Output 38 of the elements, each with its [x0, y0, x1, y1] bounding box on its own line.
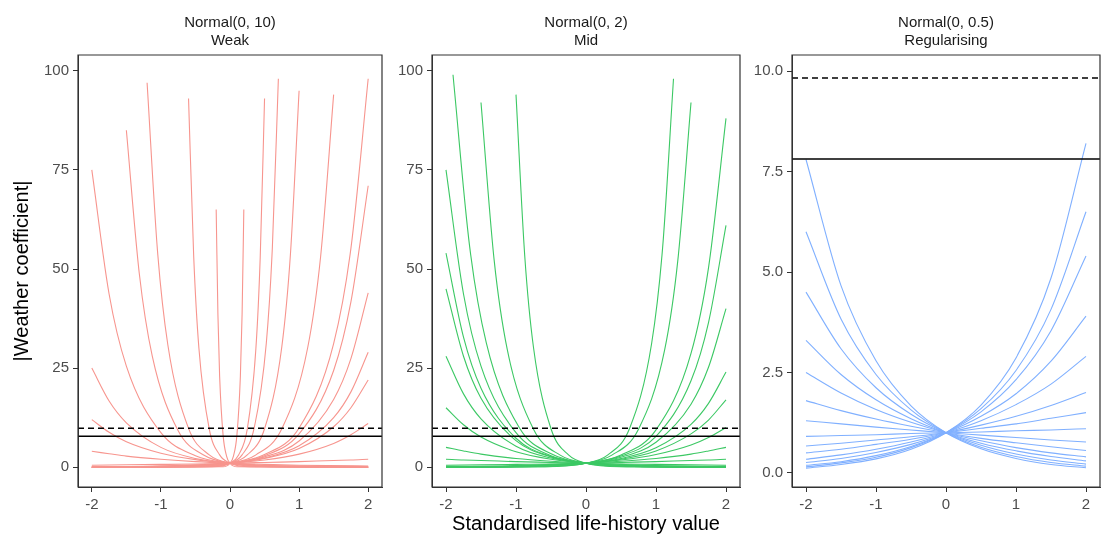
- x-tick-label: 0: [941, 495, 951, 513]
- y-tick-label: 7.5: [762, 161, 783, 179]
- x-tick-label: -2: [439, 495, 453, 513]
- x-tick-label: -2: [799, 495, 813, 513]
- y-axis-title: |Weather coefficient|: [10, 180, 32, 362]
- chart-title: Normal(0, 0.5): [898, 13, 994, 30]
- x-tick-label: -1: [154, 495, 168, 513]
- y-tick-label: 75: [406, 160, 423, 178]
- x-tick-label: -1: [509, 495, 523, 513]
- x-tick-label: 2: [364, 495, 373, 513]
- x-tick-label: -1: [869, 495, 883, 513]
- y-tick-label: 10.0: [753, 61, 783, 79]
- x-tick-label: 1: [1011, 495, 1021, 513]
- x-axis-title: Standardised life-history value: [452, 512, 720, 534]
- y-tick-label: 0.0: [762, 463, 783, 481]
- x-tick-label: 0: [225, 495, 235, 513]
- x-tick-label: 2: [1081, 495, 1091, 513]
- x-tick-label: 2: [721, 495, 731, 513]
- chart-title: Normal(0, 10): [184, 13, 276, 30]
- y-tick-label: 0: [60, 457, 69, 475]
- y-tick-label: 5.0: [762, 262, 783, 280]
- y-tick-label: 0: [414, 457, 423, 475]
- y-tick-label: 50: [52, 259, 69, 277]
- y-tick-label: 25: [52, 358, 69, 376]
- x-tick-label: 1: [651, 495, 661, 513]
- y-tick-label: 50: [406, 259, 423, 277]
- x-tick-label: 0: [581, 495, 591, 513]
- y-tick-label: 25: [406, 358, 423, 376]
- x-tick-label: 1: [294, 495, 304, 513]
- y-tick-label: 75: [52, 160, 69, 178]
- chart-title: Normal(0, 2): [544, 13, 628, 30]
- chart-subtitle: Mid: [573, 31, 599, 48]
- y-tick-label: 100: [397, 60, 423, 78]
- x-tick-label: -2: [85, 495, 99, 513]
- chart-subtitle: Regularising: [904, 31, 988, 48]
- chart-subtitle: Weak: [210, 31, 250, 48]
- y-tick-label: 100: [43, 60, 69, 78]
- y-tick-label: 2.5: [762, 362, 783, 380]
